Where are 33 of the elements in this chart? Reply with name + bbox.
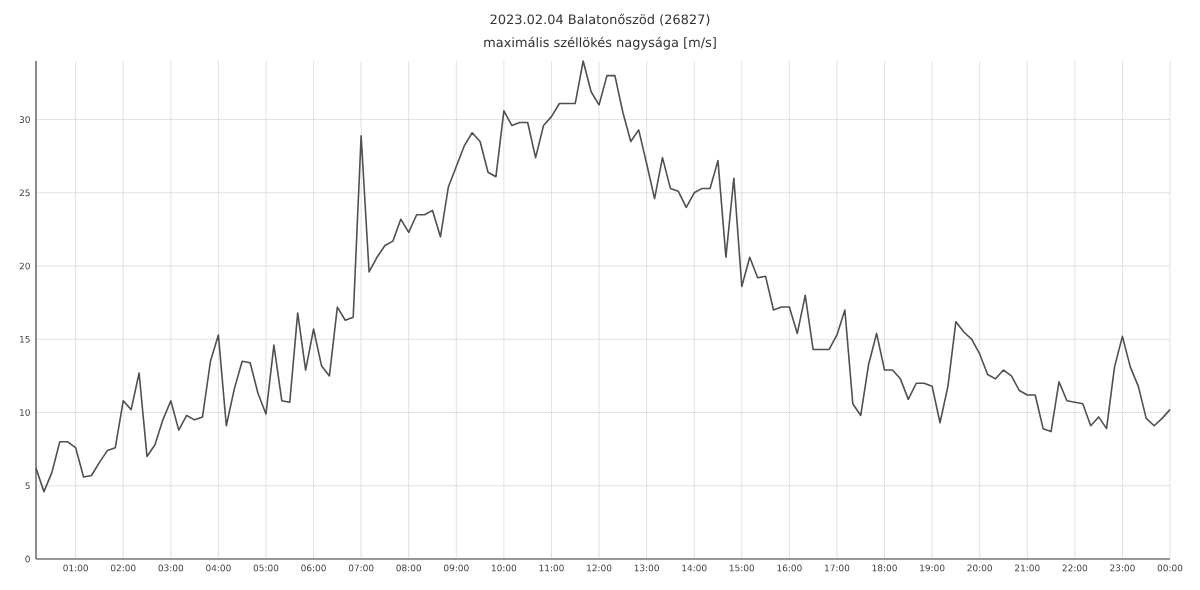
y-tick-label: 15 xyxy=(20,335,30,343)
chart-subtitle: maximális széllökés nagysága [m/s] xyxy=(484,36,716,50)
x-tick-label: 13:00 xyxy=(634,564,659,572)
x-tick-label: 03:00 xyxy=(158,564,184,572)
x-tick-label: 23:00 xyxy=(1110,564,1135,572)
chart-title: 2023.02.04 Balatonőszöd (26827) xyxy=(490,13,710,26)
x-tick-label: 01:00 xyxy=(63,564,88,572)
x-tick-label: 20:00 xyxy=(967,564,992,572)
y-tick-label: 25 xyxy=(19,189,30,197)
x-tick-label: 07:00 xyxy=(348,564,374,572)
x-tick-label: 22:00 xyxy=(1062,564,1088,572)
x-tick-label: 04:00 xyxy=(206,564,231,572)
y-tick-label: 0 xyxy=(25,555,30,563)
y-tick-label: 20 xyxy=(19,262,30,270)
x-tick-label: 00:00 xyxy=(1157,564,1183,572)
x-tick-label: 17:00 xyxy=(825,564,850,572)
y-tick-label: 5 xyxy=(25,482,30,490)
x-tick-label: 12:00 xyxy=(587,564,612,572)
x-tick-label: 11:00 xyxy=(539,564,564,572)
x-tick-label: 10:00 xyxy=(491,564,517,572)
x-tick-label: 05:00 xyxy=(253,564,279,572)
x-tick-label: 08:00 xyxy=(396,564,422,572)
x-tick-label: 18:00 xyxy=(872,564,897,572)
x-tick-label: 19:00 xyxy=(920,564,945,572)
x-tick-label: 02:00 xyxy=(110,564,136,572)
x-tick-label: 06:00 xyxy=(301,564,326,572)
x-tick-label: 09:00 xyxy=(443,564,469,572)
y-tick-label: 30 xyxy=(19,116,30,123)
x-tick-label: 21:00 xyxy=(1015,564,1040,572)
x-tick-label: 14:00 xyxy=(682,564,707,572)
x-tick-label: 15:00 xyxy=(729,564,755,572)
x-tick-label: 16:00 xyxy=(777,564,802,572)
y-tick-label: 10 xyxy=(20,409,30,416)
